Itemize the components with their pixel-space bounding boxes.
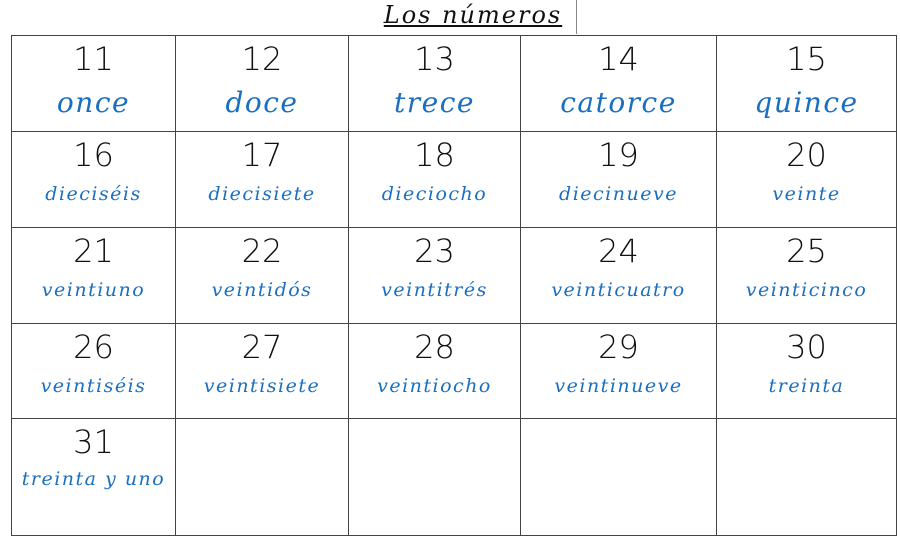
number-cell: 26 veintiséis <box>11 323 176 419</box>
number-cell: 11 once <box>11 35 176 132</box>
number-word: veinticinco <box>745 279 868 301</box>
number-cell <box>175 418 349 536</box>
number-digits: 14 <box>598 40 639 78</box>
number-digits: 23 <box>414 232 455 270</box>
number-word: veinte <box>772 183 841 205</box>
numbers-table: 11 once 12 doce 13 trece 14 catorce 15 quince 16 di… <box>11 35 897 536</box>
number-digits: 12 <box>241 40 283 78</box>
number-cell: 15 quince <box>716 35 897 132</box>
number-cell: 14 catorce <box>520 35 717 132</box>
table-row: 16 dieciséis 17 diecisiete 18 dieciocho 19 diec… <box>11 131 897 228</box>
number-cell <box>716 418 897 536</box>
number-cell: 18 dieciocho <box>348 131 521 228</box>
number-digits: 30 <box>786 328 827 366</box>
number-digits: 25 <box>786 232 827 270</box>
number-cell: 12 doce <box>175 35 349 132</box>
number-cell: 22 veintidós <box>175 227 349 324</box>
number-word: treinta y uno <box>21 468 166 490</box>
number-digits: 29 <box>598 328 639 366</box>
number-cell: 27 veintisiete <box>175 323 349 419</box>
number-digits: 17 <box>241 136 283 174</box>
number-word: catorce <box>560 86 677 119</box>
number-digits: 21 <box>73 232 114 270</box>
number-cell: 25 veinticinco <box>716 227 897 324</box>
number-word: dieciocho <box>381 183 488 205</box>
number-digits: 18 <box>414 136 455 174</box>
number-word: quince <box>754 86 859 119</box>
number-word: veintiocho <box>377 375 492 397</box>
number-digits: 27 <box>241 328 283 366</box>
number-digits: 28 <box>414 328 455 366</box>
number-cell: 29 veintinueve <box>520 323 717 419</box>
number-word: diecinueve <box>559 183 678 205</box>
number-word: veintinueve <box>554 375 683 397</box>
number-word: dieciséis <box>45 183 142 205</box>
number-cell: 24 veinticuatro <box>520 227 717 324</box>
number-cell: 30 treinta <box>716 323 897 419</box>
number-cell: 13 trece <box>348 35 521 132</box>
number-cell: 17 diecisiete <box>175 131 349 228</box>
number-word: veintisiete <box>203 375 321 397</box>
number-cell: 21 veintiuno <box>11 227 176 324</box>
number-word: veintiséis <box>40 375 147 397</box>
number-digits: 31 <box>73 423 114 461</box>
table-row: 21 veintiuno 22 veintidós 23 veintitrés 24 vein… <box>11 227 897 324</box>
number-digits: 13 <box>414 40 455 78</box>
page-title: Los números <box>383 1 563 29</box>
number-cell: 28 veintiocho <box>348 323 521 419</box>
number-cell <box>348 418 521 536</box>
number-word: diecisiete <box>208 183 316 205</box>
number-cell <box>520 418 717 536</box>
number-digits: 16 <box>73 136 114 174</box>
table-row: 11 once 12 doce 13 trece 14 catorce 15 quince <box>11 35 897 132</box>
number-digits: 20 <box>786 136 827 174</box>
number-word: veintiuno <box>41 279 146 301</box>
number-cell: 19 diecinueve <box>520 131 717 228</box>
number-digits: 24 <box>598 232 639 270</box>
number-cell: 31 treinta y uno <box>11 418 176 536</box>
table-row: 26 veintiséis 27 veintisiete 28 veintiocho 29 v… <box>11 323 897 419</box>
table-row: 31 treinta y uno <box>11 418 897 536</box>
number-word: treinta <box>768 375 845 397</box>
number-word: doce <box>225 86 299 119</box>
number-digits: 19 <box>598 136 639 174</box>
number-digits: 26 <box>73 328 114 366</box>
number-digits: 15 <box>786 40 827 78</box>
number-word: veintitrés <box>381 279 488 301</box>
number-word: once <box>56 86 131 119</box>
number-cell: 20 veinte <box>716 131 897 228</box>
page-title-box: Los números <box>370 0 577 34</box>
number-digits: 22 <box>241 232 283 270</box>
number-digits: 11 <box>73 40 114 78</box>
number-word: trece <box>394 86 475 119</box>
number-word: veintidós <box>211 279 313 301</box>
number-cell: 16 dieciséis <box>11 131 176 228</box>
number-cell: 23 veintitrés <box>348 227 521 324</box>
number-word: veinticuatro <box>551 279 686 301</box>
